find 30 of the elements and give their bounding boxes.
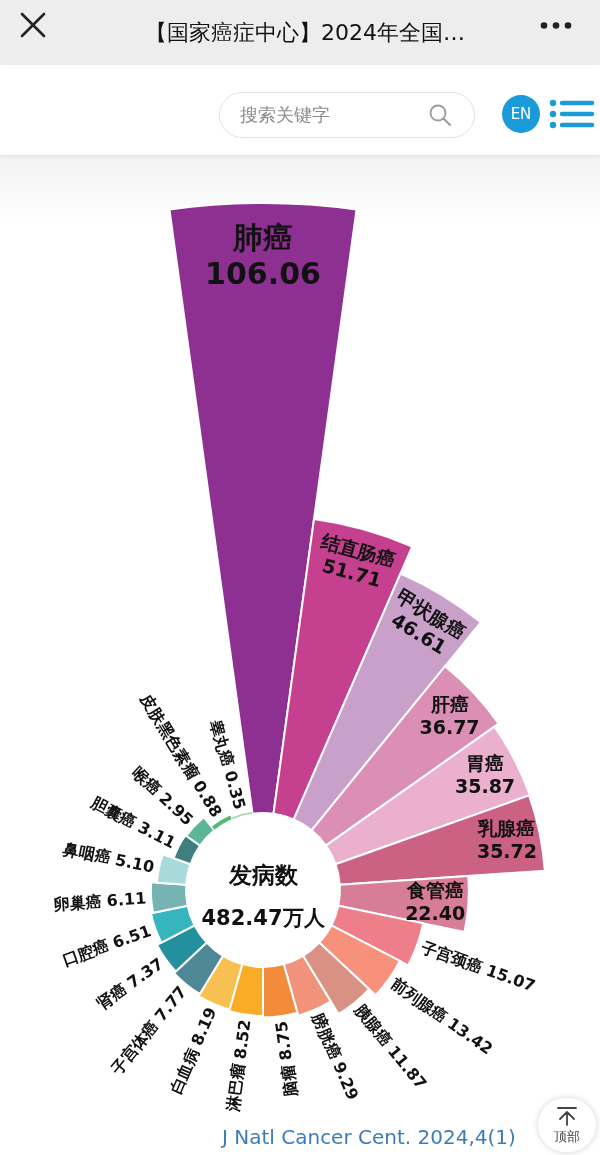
category-label: 淋巴瘤: [223, 1062, 249, 1114]
data-label: 8.75: [271, 1019, 296, 1062]
category-label: 卵巢癌: [52, 891, 103, 914]
language-button: EN: [502, 95, 540, 133]
data-label: 35.72: [476, 839, 538, 862]
category-label: 食管癌: [405, 879, 464, 902]
category-label: 脑瘤: [277, 1063, 301, 1100]
category-label: 睾丸癌: [205, 716, 238, 769]
category-label: 乳腺癌: [477, 816, 536, 839]
data-label: 22.40: [405, 902, 466, 925]
data-label: 8.52: [230, 1018, 255, 1061]
search-field: 搜索关键字: [219, 92, 475, 138]
data-label: 6.51: [110, 921, 154, 953]
category-label: 鼻咽癌: [60, 839, 113, 868]
data-label: 5.10: [113, 850, 156, 877]
data-label: 6.11: [106, 888, 147, 911]
data-label: 36.77: [419, 716, 480, 739]
category-label: 肺癌: [232, 220, 293, 255]
data-label: 35.87: [454, 775, 516, 798]
category-label: 白血病: [166, 1045, 203, 1098]
text: J Natl Cancer Cent. 2024,4(1): [220, 1125, 516, 1149]
category-label: 子宫体癌: [106, 1016, 163, 1080]
category-label: 肝癌: [429, 693, 469, 716]
text: 482.47万人: [201, 906, 326, 930]
data-label: 15.07: [483, 960, 538, 996]
category-label: 口腔癌: [60, 935, 112, 970]
data-label: 106.06: [205, 256, 321, 291]
text: 【国家癌症中心】2024年全国…: [144, 18, 466, 47]
text: 发病数: [227, 862, 299, 888]
category-label: 胃癌: [466, 752, 505, 775]
